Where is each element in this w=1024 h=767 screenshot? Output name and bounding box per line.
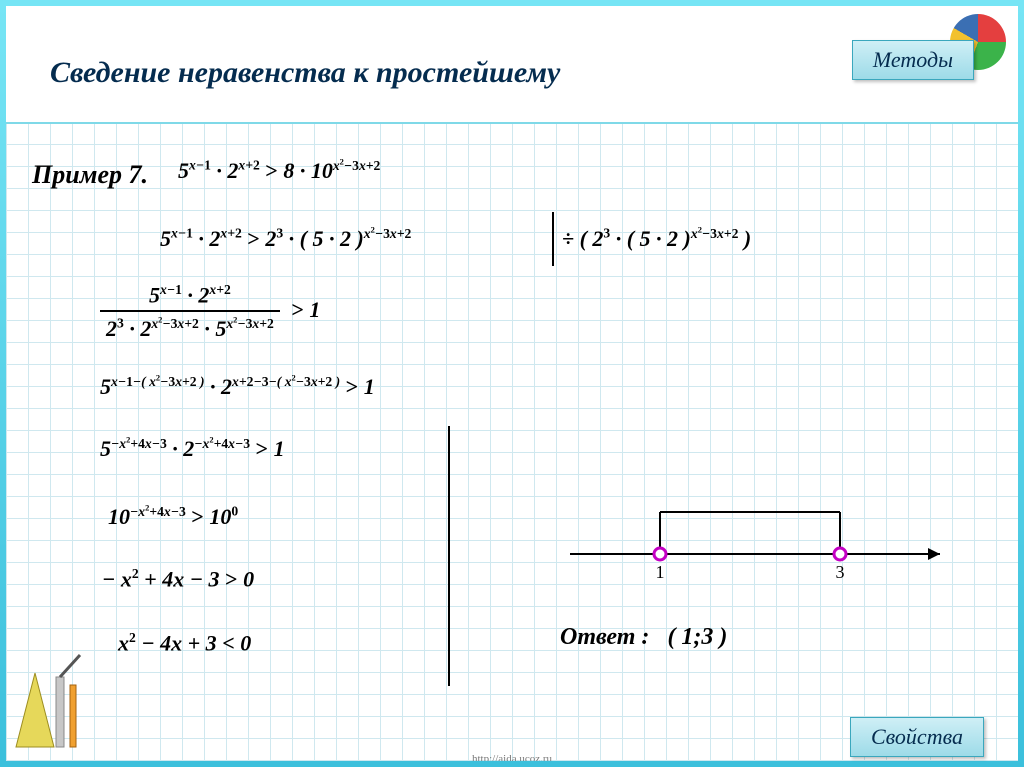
equation-line-5: 5−x2+4x−3 · 2−x2+4x−3 > 1 <box>100 434 285 462</box>
equation-line-2b: ÷ ( 23 · ( 5 · 2 )x2−3x+2 ) <box>562 224 751 252</box>
answer-value: ( 1;3 ) <box>667 624 727 650</box>
fraction-numerator: 5x−1 · 2x+2 <box>100 282 280 310</box>
equation-line-2a: 5x−1 · 2x+2 > 23 · ( 5 · 2 )x2−3x+2 <box>160 224 411 252</box>
equation-line-8: x2 − 4x + 3 < 0 <box>118 630 251 656</box>
methods-badge[interactable]: Методы <box>852 40 974 80</box>
equation-line-6: 10−x2+4x−3 > 100 <box>108 502 238 530</box>
equation-line-3: 5x−1 · 2x+2 23 · 2x2−3x+2 · 5x2−3x+2 > 1 <box>100 282 320 342</box>
content-area: Пример 7. 5x−1 · 2x+2 > 8 · 10x2−3x+2 5x… <box>0 124 1024 767</box>
equation-line-1: 5x−1 · 2x+2 > 8 · 10x2−3x+2 <box>178 156 380 184</box>
number-line: 13 <box>560 494 960 584</box>
svg-text:3: 3 <box>836 562 845 582</box>
fraction-rhs: > 1 <box>291 297 320 322</box>
equation-line-4: 5x−1−( x2−3x+2 ) · 2x+2−3−( x2−3x+2 ) > … <box>100 372 375 400</box>
properties-badge[interactable]: Свойства <box>850 717 984 757</box>
equation-line-7: − x2 + 4x − 3 > 0 <box>102 566 254 592</box>
footer-url: http://aida.ucoz.ru <box>472 753 552 765</box>
svg-text:1: 1 <box>656 562 665 582</box>
divider-1 <box>552 212 554 266</box>
number-line-svg: 13 <box>560 494 960 594</box>
fraction-denominator: 23 · 2x2−3x+2 · 5x2−3x+2 <box>100 310 280 342</box>
page-title: Сведение неравенства к простейшему <box>50 56 560 90</box>
geometry-tools-icon <box>10 643 100 753</box>
divider-2 <box>448 426 450 686</box>
example-label: Пример 7. <box>32 160 148 190</box>
answer-label: Ответ : ( 1;3 ) <box>560 624 727 651</box>
